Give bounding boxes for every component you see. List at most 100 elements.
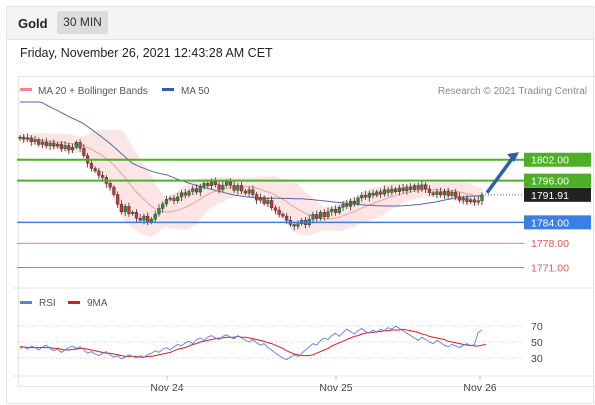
candle-body xyxy=(442,191,447,196)
candle-body xyxy=(179,192,184,198)
candle-body xyxy=(55,143,60,147)
candle-body xyxy=(202,183,206,187)
candle-body xyxy=(232,185,236,191)
ma50-legend-swatch xyxy=(162,88,174,91)
timestamp: Friday, November 26, 2021 12:43:28 AM CE… xyxy=(20,46,273,60)
candle-body xyxy=(74,142,78,148)
candle-body xyxy=(409,186,413,190)
instrument-title: Gold xyxy=(18,16,48,31)
candle-body xyxy=(405,186,409,191)
candle-body xyxy=(191,188,195,192)
candle-body xyxy=(134,212,139,219)
candle-body xyxy=(22,136,26,140)
candle-body xyxy=(318,212,323,219)
price-area xyxy=(18,101,484,237)
candle-body xyxy=(315,214,319,219)
candle-body xyxy=(82,148,86,156)
candle-body xyxy=(198,186,202,193)
x-tick-label: Nov 25 xyxy=(319,382,352,394)
candle-body xyxy=(341,204,345,208)
candle-body xyxy=(356,197,360,204)
candle-body xyxy=(251,189,255,195)
candle-body xyxy=(386,189,390,193)
candle-body xyxy=(465,198,469,203)
candle-body xyxy=(213,181,217,185)
candle-body xyxy=(367,192,371,198)
candle-body xyxy=(435,191,439,195)
candle-body xyxy=(394,188,398,192)
candle-body xyxy=(378,191,383,195)
rsi-area: 70 50 30 xyxy=(17,321,543,365)
candle-body xyxy=(326,211,330,217)
candle-body xyxy=(363,195,368,198)
last-price-label: 1791.91 xyxy=(531,190,569,202)
resistance-label: 1796.00 xyxy=(531,176,569,188)
candle-body xyxy=(375,191,379,196)
x-tick-label: Nov 26 xyxy=(463,382,496,394)
ma9-legend-swatch xyxy=(68,301,80,304)
candle-body xyxy=(176,196,180,201)
candle-body xyxy=(93,168,97,172)
rsi-legend-label: RSI xyxy=(39,298,56,309)
candle-body xyxy=(224,181,229,186)
rsi-legend-swatch xyxy=(20,301,32,304)
support-label: 1784.00 xyxy=(531,217,569,229)
candle-body xyxy=(70,147,75,151)
candle-body xyxy=(18,136,22,139)
candle-body xyxy=(454,191,458,197)
candle-body xyxy=(33,139,37,142)
candle-body xyxy=(360,195,364,199)
candle-body xyxy=(416,185,420,190)
candle-body xyxy=(457,196,462,201)
credit-text: Research © 2021 Trading Central xyxy=(438,86,587,97)
candle-body xyxy=(397,187,401,192)
candle-body xyxy=(48,142,52,147)
candle-body xyxy=(476,200,480,203)
candle-body xyxy=(390,188,394,193)
resistance-label-box xyxy=(524,173,591,188)
candle-body xyxy=(221,184,225,190)
forecast-arrow-shaft xyxy=(485,155,516,194)
candle-body xyxy=(236,185,240,191)
candle-body xyxy=(255,194,259,201)
candle-body xyxy=(348,200,353,207)
ma50-legend-label: MA 50 xyxy=(181,86,210,97)
candle-body xyxy=(382,189,386,195)
candle-body xyxy=(164,199,169,205)
candle-body xyxy=(258,197,262,201)
x-axis: Nov 24 Nov 25 Nov 26 xyxy=(150,376,497,394)
candle-body xyxy=(97,170,101,176)
candle-body xyxy=(273,207,278,211)
candle-body xyxy=(450,191,454,196)
candle-body xyxy=(63,145,67,149)
candle-body xyxy=(228,181,232,186)
candle-body xyxy=(209,181,214,187)
candle-body xyxy=(439,191,443,196)
candle-body xyxy=(480,194,484,201)
candle-body xyxy=(345,204,349,207)
timeframe-tab[interactable]: 30 MIN xyxy=(57,11,108,34)
candle-body xyxy=(119,204,124,213)
candle-body xyxy=(240,185,244,192)
candle-body xyxy=(161,203,165,209)
bollinger-band xyxy=(20,129,482,237)
candle-body xyxy=(424,184,428,190)
candle-body xyxy=(266,200,270,204)
candle-body xyxy=(101,175,105,178)
candle-body xyxy=(112,187,116,195)
ma20-line xyxy=(19,136,483,220)
candle-body xyxy=(243,190,247,194)
ma50-line xyxy=(20,101,483,207)
candle-body xyxy=(401,187,405,191)
candle-body xyxy=(138,217,142,221)
candle-body xyxy=(292,224,296,227)
candle-body xyxy=(461,198,465,201)
candle-body xyxy=(187,191,191,196)
resistance-label: 1802.00 xyxy=(531,155,569,167)
candle-body xyxy=(412,185,416,190)
candle-body xyxy=(469,199,473,203)
target-label: 1771.00 xyxy=(531,263,569,275)
candle-body xyxy=(311,214,315,220)
candle-body xyxy=(59,143,63,149)
last-price-box xyxy=(524,187,591,202)
